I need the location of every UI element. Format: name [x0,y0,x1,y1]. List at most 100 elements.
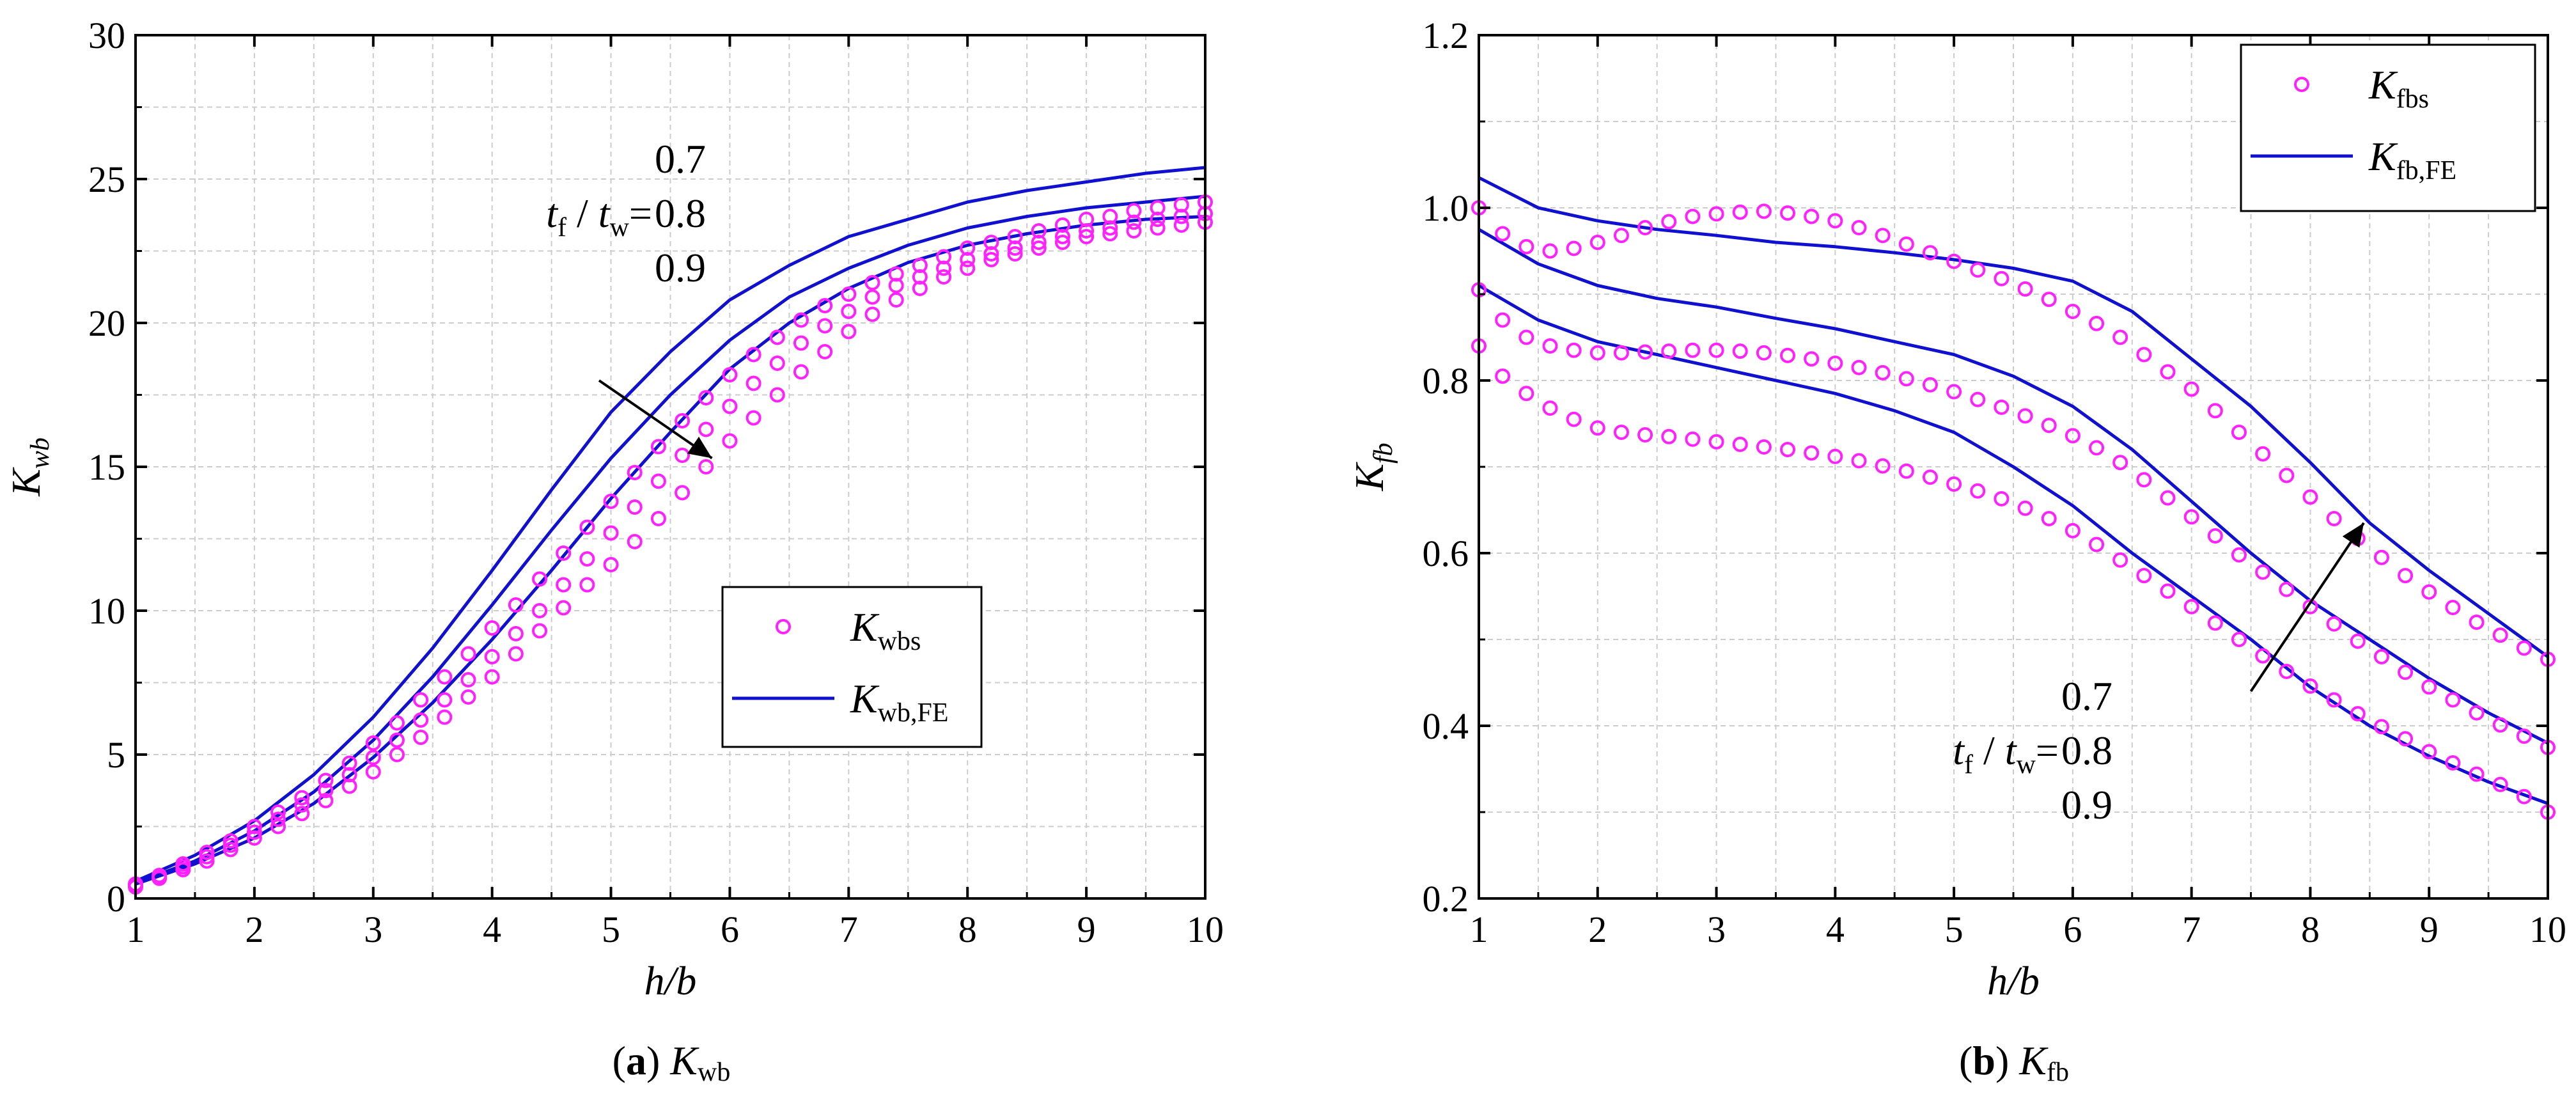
data-point [2065,522,2080,538]
data-point [2207,403,2223,419]
legend-label-1: Kwbs [850,604,921,656]
data-point [745,347,761,363]
data-point [2041,511,2057,526]
chart-panel-a: 1 2 3 4 5 6 7 8 9 10051015202530h/bKwbKwbsKwb,FEt… [3,15,1224,1087]
data-point [484,620,500,636]
data-point [2112,455,2128,471]
data-point [960,260,976,276]
data-point [2302,489,2318,505]
x-tick-label: 2 [1588,909,1607,950]
data-point [1661,428,1677,444]
data-point [2398,731,2414,747]
legend-label-2: Kfb,FE [2368,134,2456,185]
data-point [2160,490,2176,506]
legend-box [721,586,983,748]
annotation-value-3: 0.9 [2061,782,2112,827]
data-point [246,824,262,840]
data-point [1898,463,1914,479]
data-point [1898,371,1914,387]
annotation-sep: / [1973,728,2005,773]
legend-label-1: Kfbs [2368,62,2429,114]
data-point [2326,511,2342,526]
y-tick-label: 0.4 [1423,705,1469,747]
fe-line-2 [135,194,1206,884]
data-point [1126,223,1142,239]
data-point [888,292,904,308]
data-point [579,577,595,593]
data-point [389,732,405,748]
data-point [769,356,785,371]
data-point [1637,427,1653,443]
data-point [2350,706,2366,722]
x-tick-label: 6 [721,909,739,950]
data-point [1589,235,1605,250]
data-point [1827,213,1843,229]
data-point [1613,345,1629,361]
y-tick-label: 1.2 [1423,15,1469,56]
data-point [318,772,334,788]
annotation-arrow [2249,522,2365,693]
data-point [1922,469,1938,485]
data-point [460,646,476,662]
data-point [2421,679,2437,695]
annotation-value-3: 0.9 [655,245,706,290]
data-point [841,324,857,340]
annotation-sep: / [566,191,598,236]
data-point [270,811,286,827]
data-point [722,433,738,449]
data-point [1495,226,1511,242]
data-point [2279,467,2295,483]
data-point [627,534,643,549]
data-point [199,853,215,869]
data-point [1566,240,1582,256]
y-tick-label: 20 [88,302,125,344]
y-tick-label: 30 [88,15,125,56]
data-point [2017,500,2033,516]
ticks: 1 2 3 4 5 6 7 8 9 10 0 5 10 15 20 25 30 [88,15,1224,950]
data-point [2421,744,2437,760]
data-point [1661,343,1677,359]
data-point [603,557,619,572]
data-point [1708,206,1724,222]
caption-symbol: K [2018,1038,2049,1083]
data-point [675,448,691,463]
data-point [1613,425,1629,440]
data-point [1756,439,1772,455]
data-point [1007,240,1023,256]
data-point [1102,220,1118,236]
data-point [1708,342,1724,358]
annotation-eq: = [629,191,652,236]
data-point [2089,440,2105,456]
data-point [1126,214,1142,230]
data-point [1875,228,1891,244]
data-point [579,519,595,535]
data-point [1827,356,1843,371]
x-tick-label: 3 [1707,909,1726,950]
data-point [1518,329,1534,345]
data-point [1150,220,1166,236]
data-point [222,837,238,853]
data-point [1685,208,1701,224]
data-point [222,833,238,849]
data-point [1804,351,1820,367]
y-tick-label: 15 [88,446,125,488]
data-point [1079,223,1095,239]
data-point [769,329,785,345]
data-point [1946,384,1962,400]
data-point [1542,338,1558,354]
data-point [2207,528,2223,544]
x-tick-label: 10 [1187,909,1224,950]
data-point [437,709,453,725]
caption-subscript: fb [2047,1058,2069,1087]
data-point [1970,262,1986,278]
annotation-eq: = [2036,728,2059,773]
data-point [603,525,619,541]
fe-line-3 [1478,284,2549,805]
x-tick-label: 9 [1077,909,1096,950]
data-point [817,298,833,313]
annotation-label: tf / tw= [546,191,652,242]
data-point [722,398,738,414]
data-point [1542,243,1558,259]
data-point [603,494,619,509]
y-tick-label: 25 [88,159,125,200]
